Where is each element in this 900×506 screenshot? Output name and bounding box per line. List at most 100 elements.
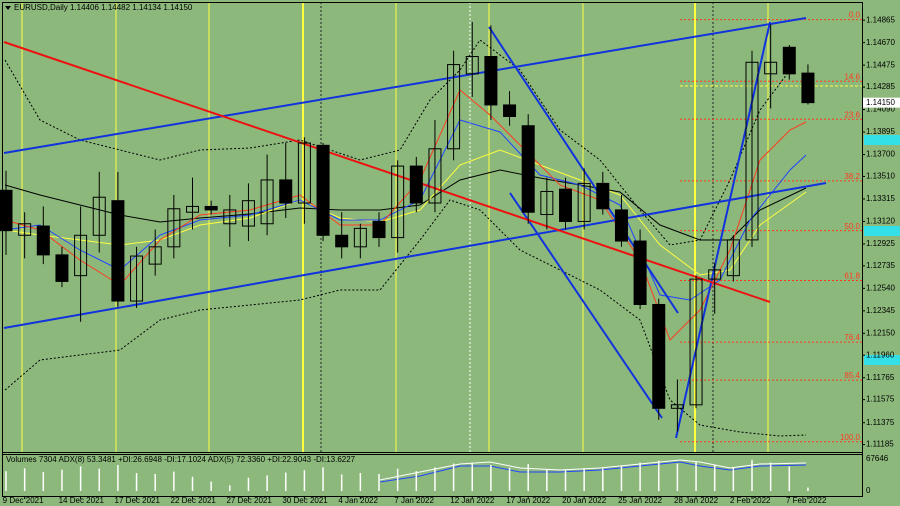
candle-body [577,182,591,222]
candle-body [559,188,572,222]
candle-body [148,246,162,265]
x-tick-label: 7 Jan 2022 [394,496,434,505]
candle-body [335,234,349,248]
candle-body [503,104,517,117]
candle-body [391,165,405,239]
fib-label: 50.0 [844,222,860,231]
candle-body [223,209,237,225]
fib-label: 14.6 [844,72,860,81]
fib-label: 23.6 [844,110,860,119]
fib-label: 61.8 [844,272,860,281]
y-tick-label: 1.14090 [866,105,895,114]
candle-body [18,223,32,236]
current-price-box [863,97,900,108]
y-tick-label: 1.13895 [866,127,895,136]
candle-body [167,208,181,248]
x-tick-label: 28 Jan 2022 [674,496,719,505]
candle-body [764,61,778,75]
y-tick-label: 1.11575 [866,395,895,404]
y-tick-label: 1.12150 [866,328,895,337]
candle-body [36,225,50,256]
y-tick-label: 1.14475 [866,60,895,69]
candle-body [279,179,293,204]
candle-body [614,209,628,242]
y-tick-label: 1.14670 [866,38,895,47]
candle-body [186,205,199,213]
x-tick-label: 7 Feb 2022 [786,496,827,505]
y-tick-label: 1.12540 [866,283,895,292]
candle-body [204,205,218,211]
y-tick-label: 1.11765 [866,373,895,382]
candle-body [689,278,703,406]
x-tick-label: 9 Dec 2021 [3,496,44,505]
x-tick-label: 17 Dec 2021 [115,496,161,505]
candle-body [782,46,796,75]
x-tick-label: 17 Jan 2022 [506,496,551,505]
candle-body [726,239,740,277]
candle-body [745,61,759,241]
candle-body [111,200,125,302]
x-tick-label: 27 Dec 2021 [226,496,272,505]
x-tick-label: 22 Dec 2021 [171,496,217,505]
candles [0,21,815,432]
y-tick-label: 1.14865 [866,15,895,24]
candle-body [74,234,88,277]
x-tick-label: 12 Jan 2022 [450,496,495,505]
y-tick-label: 1.12735 [866,261,895,270]
candle-body [447,64,461,150]
candle-body [484,56,498,106]
candle-body [241,200,255,227]
candle-body [521,125,535,213]
x-tick-label: 30 Dec 2021 [282,496,328,505]
y-tick-label: 1.14285 [866,82,895,91]
candle-body [633,240,647,305]
candle-body [596,182,610,210]
volume-tick-label: 0 [866,486,871,495]
fib-label: 0.0 [849,11,861,20]
x-tick-label: 4 Jan 2022 [338,496,378,505]
y-tick-label: 1.11185 [866,440,894,449]
x-tick-label: 20 Jan 2022 [562,496,607,505]
y-tick-label: 1.13315 [866,194,895,203]
candle-body [260,179,274,225]
candle-body [372,220,386,239]
fib-label: 38.2 [844,172,860,181]
x-tick-label: 25 Jan 2022 [618,496,663,505]
candle-body [92,196,106,236]
candle-body [353,227,367,248]
y-tick-label: 1.13700 [866,150,895,159]
volume-tick-label: 67646 [866,454,889,463]
candle-body [316,144,330,236]
y-tick-label: 1.13510 [866,172,895,181]
fib-label: 76.4 [844,333,860,342]
x-tick-label: 14 Dec 2021 [59,496,105,505]
frame [2,2,863,497]
y-tick-label: 1.12345 [866,306,895,315]
candle-body [652,303,666,409]
x-tick-label: 2 Feb 2022 [730,496,771,505]
candle-body [130,255,144,302]
candle-body [670,404,684,409]
level-boxes [864,135,900,365]
candle-body [409,165,423,204]
menu-arrow[interactable] [5,6,11,10]
candle-body [465,56,479,75]
chart-title: EURUSD,Daily 1.14406 1.14482 1.14134 1.1… [14,3,193,12]
current-price-label: 1.14150 [866,98,895,107]
indicator-label: Volumes 7304 ADX(8) 53.3481 +DI:26.6948 … [6,455,356,464]
fib-label: 85.4 [844,371,860,380]
fib-label: 100.0 [840,433,861,442]
candle-body [801,72,815,104]
candle-body [0,189,13,232]
candle-body [428,148,442,204]
candle-body [540,190,554,216]
candle-body [297,142,311,204]
adx-lines [379,459,807,483]
fibonacci: 0.0 14.6 23.6 38.2 50.0 61.8 76.4 85.4 100.0 [680,11,862,443]
y-tick-label: 1.12925 [866,239,895,248]
y-tick-label: 1.11375 [866,418,895,427]
y-tick-label: 1.13120 [866,217,895,226]
candle-body [55,254,69,282]
